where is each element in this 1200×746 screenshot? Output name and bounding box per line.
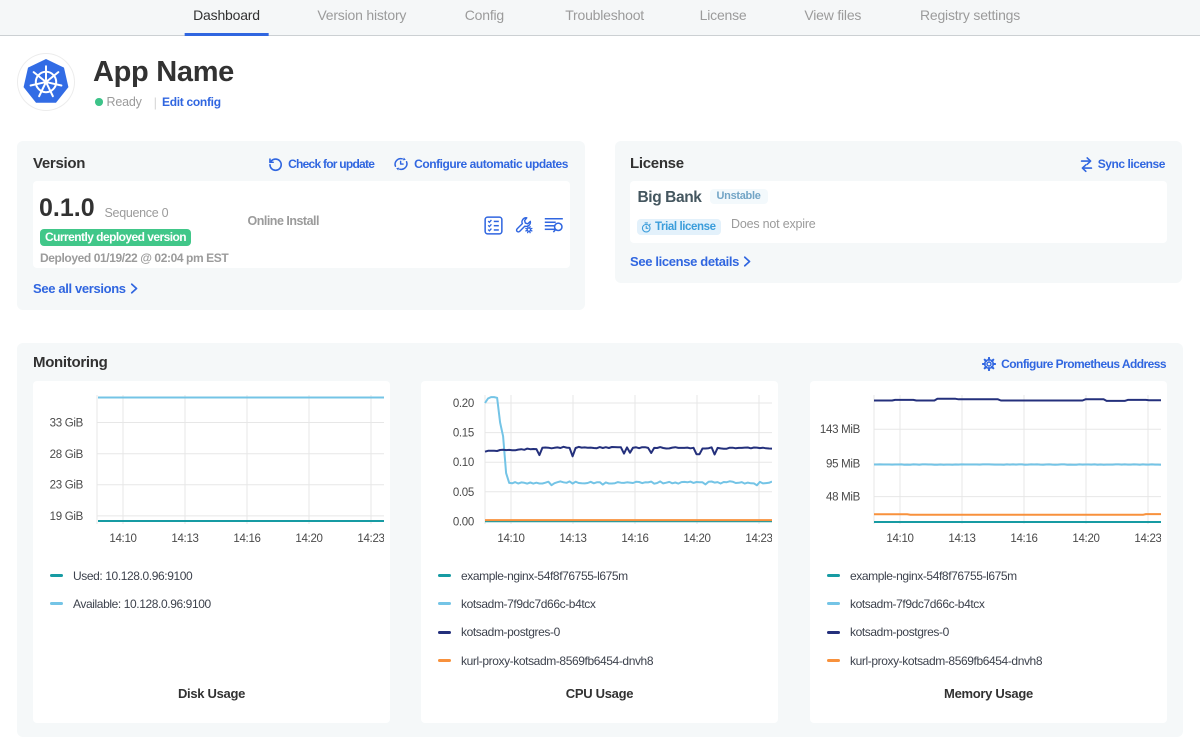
- svg-text:14:10: 14:10: [886, 533, 913, 545]
- svg-text:14:16: 14:16: [1010, 533, 1037, 545]
- svg-text:23 GiB: 23 GiB: [50, 480, 84, 492]
- svg-text:0.00: 0.00: [453, 516, 474, 528]
- svg-text:14:23: 14:23: [1134, 533, 1161, 545]
- svg-text:14:20: 14:20: [1072, 533, 1099, 545]
- svg-text:14:16: 14:16: [621, 533, 648, 545]
- svg-text:14:23: 14:23: [357, 533, 384, 545]
- svg-text:14:10: 14:10: [109, 533, 136, 545]
- svg-text:14:13: 14:13: [559, 533, 586, 545]
- svg-text:14:20: 14:20: [683, 533, 710, 545]
- svg-text:143 MiB: 143 MiB: [820, 424, 861, 436]
- svg-text:14:23: 14:23: [745, 533, 772, 545]
- svg-text:14:13: 14:13: [171, 533, 198, 545]
- svg-text:28 GiB: 28 GiB: [50, 449, 84, 461]
- svg-text:0.05: 0.05: [453, 487, 474, 499]
- svg-text:33 GiB: 33 GiB: [50, 418, 84, 430]
- svg-text:48 MiB: 48 MiB: [826, 492, 861, 504]
- svg-text:95 MiB: 95 MiB: [826, 459, 861, 471]
- svg-text:0.15: 0.15: [453, 428, 474, 440]
- svg-text:0.20: 0.20: [453, 398, 474, 410]
- svg-text:19 GiB: 19 GiB: [50, 511, 84, 523]
- svg-text:14:20: 14:20: [295, 533, 322, 545]
- svg-text:14:10: 14:10: [497, 533, 524, 545]
- svg-text:0.10: 0.10: [453, 457, 474, 469]
- svg-text:14:16: 14:16: [233, 533, 260, 545]
- svg-text:14:13: 14:13: [948, 533, 975, 545]
